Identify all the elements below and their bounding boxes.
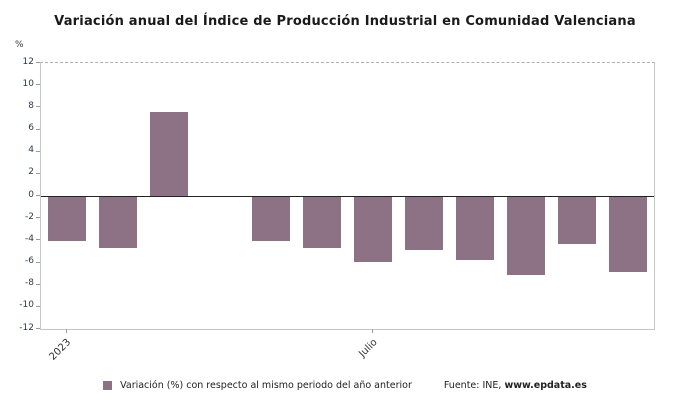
bar-month-9 xyxy=(456,197,494,261)
x-tick-label-text: 2023 xyxy=(47,337,74,363)
y-tick-mark xyxy=(36,195,40,196)
y-tick-label: 0 xyxy=(28,189,34,200)
y-tick-mark xyxy=(36,305,40,307)
plot-area xyxy=(40,62,655,330)
y-tick-mark xyxy=(36,283,40,285)
bar-month-1 xyxy=(48,197,86,242)
y-tick-mark xyxy=(36,106,40,108)
y-tick-mark xyxy=(36,62,40,63)
y-tick-label: -4 xyxy=(25,233,34,244)
y-tick-mark xyxy=(36,261,40,263)
y-tick-mark xyxy=(36,128,40,130)
y-tick-mark xyxy=(36,328,40,329)
y-tick-label: -10 xyxy=(19,300,34,311)
y-tick-label: -12 xyxy=(19,322,34,333)
legend-swatch-icon xyxy=(103,381,113,390)
bar-month-12 xyxy=(609,197,647,273)
chart-title: Variación anual del Índice de Producción… xyxy=(54,14,636,29)
legend-label: Variación (%) con respecto al mismo peri… xyxy=(120,380,412,391)
bar-month-10 xyxy=(507,197,545,275)
y-tick-mark xyxy=(36,150,40,152)
source-label: Fuente: INE, www.epdata.es xyxy=(444,380,587,391)
source-site: www.epdata.es xyxy=(504,380,587,391)
x-tick-label-text: Julio xyxy=(357,337,380,360)
x-tick-mark xyxy=(65,329,67,333)
bar-month-6 xyxy=(303,197,341,248)
y-axis-unit-label: % xyxy=(15,40,24,50)
y-tick-label: -8 xyxy=(25,278,34,289)
y-tick-label: 8 xyxy=(28,100,34,111)
x-tick-mark xyxy=(372,329,374,333)
y-tick-label: 6 xyxy=(28,123,34,133)
bar-month-2 xyxy=(99,197,137,248)
y-tick-mark xyxy=(36,217,40,219)
zero-line xyxy=(41,196,654,197)
y-tick-label: -6 xyxy=(25,256,34,266)
y-tick-label: 10 xyxy=(22,78,34,89)
y-tick-mark xyxy=(36,84,40,86)
y-tick-label: 12 xyxy=(22,56,34,67)
source-prefix: Fuente: INE, xyxy=(443,380,505,391)
bar-month-11 xyxy=(558,197,596,244)
y-tick-label: 2 xyxy=(28,167,34,178)
legend: Variación (%) con respecto al mismo peri… xyxy=(0,380,690,391)
bar-month-3 xyxy=(150,111,188,196)
y-tick-mark xyxy=(36,239,40,241)
bar-month-7 xyxy=(354,197,392,263)
bar-month-8 xyxy=(405,197,443,251)
y-tick-label: 4 xyxy=(28,145,34,156)
y-tick-label: -2 xyxy=(25,211,34,222)
bar-month-5 xyxy=(252,197,290,242)
y-tick-mark xyxy=(36,172,40,174)
